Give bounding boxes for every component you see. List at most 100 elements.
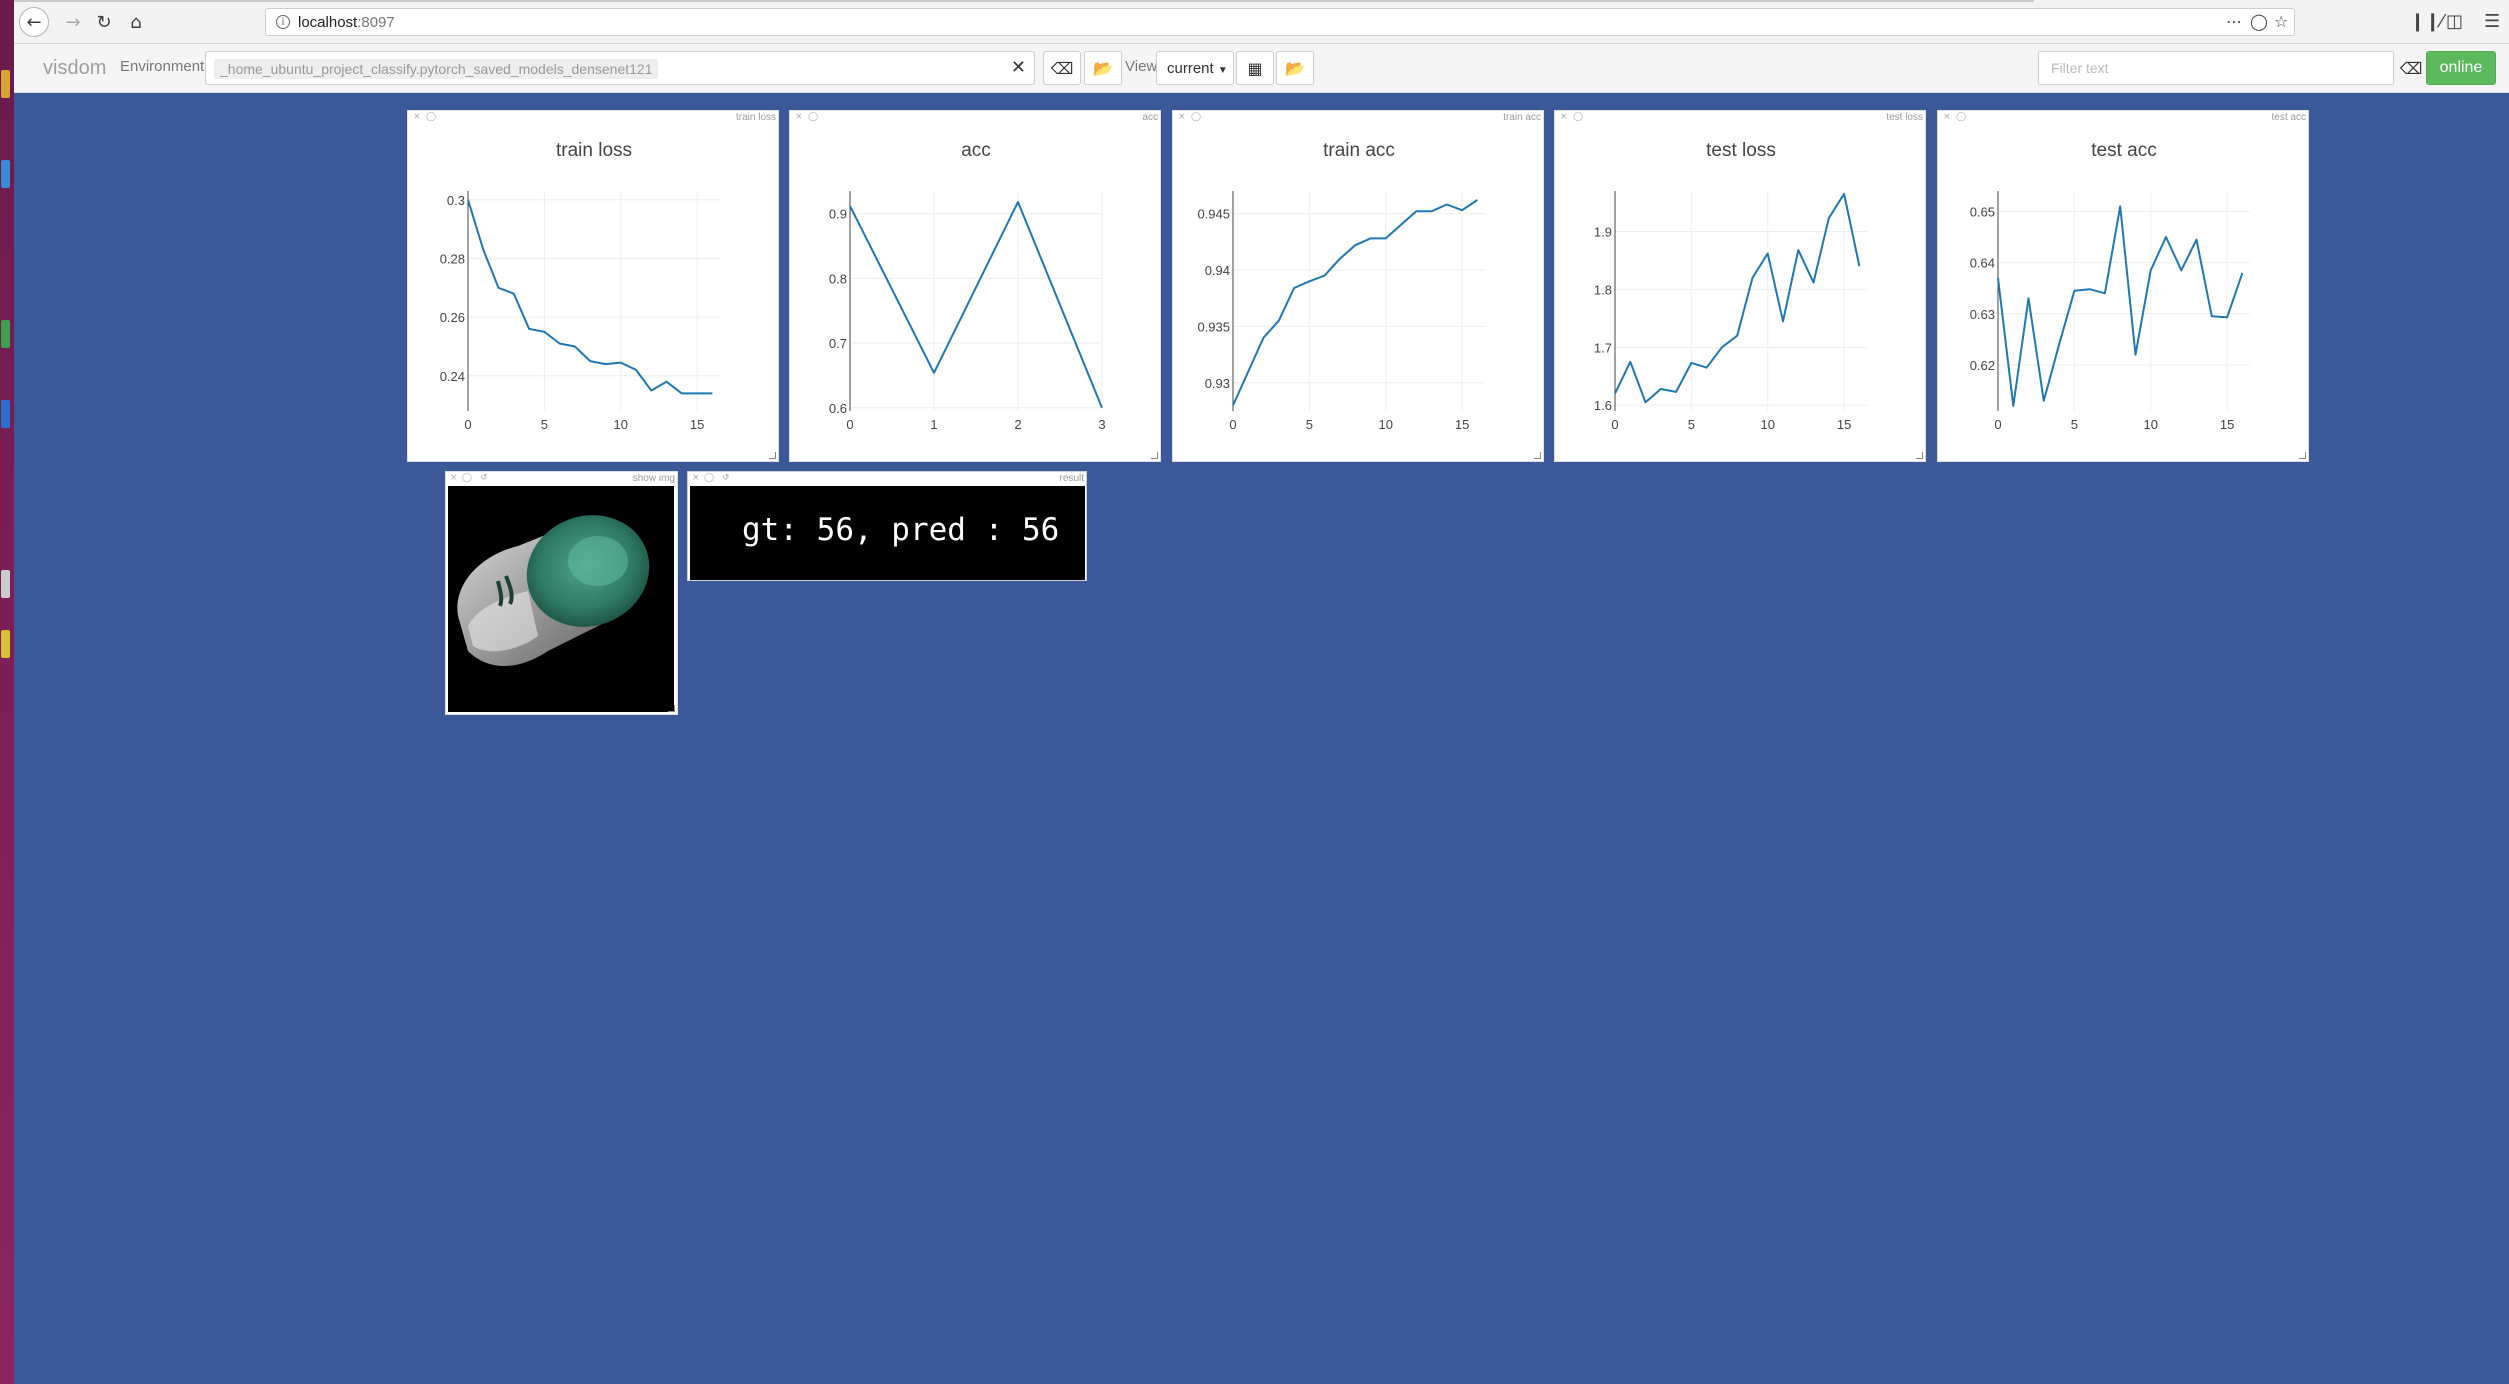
close-pane-icon[interactable]: × <box>413 112 421 122</box>
plot-test-acc[interactable]: test acc 0 5 10 15 0.62 0.63 0.64 0.65 <box>1938 111 2310 463</box>
pane-titlebar[interactable]: × ◯ acc <box>790 111 1160 125</box>
pane-name: show img <box>632 473 675 484</box>
launcher-app-icon[interactable] <box>1 160 10 188</box>
pane-show-img[interactable]: × ◯ ↺ show img <box>445 471 678 715</box>
pane-titlebar[interactable]: × ◯ test loss <box>1555 111 1925 125</box>
resize-handle-icon[interactable] <box>769 452 776 459</box>
launcher-app-icon[interactable] <box>1 570 10 598</box>
save-pane-icon[interactable]: ◯ <box>1573 112 1584 122</box>
save-pane-icon[interactable]: ◯ <box>808 112 819 122</box>
resize-handle-icon[interactable] <box>1534 452 1541 459</box>
plot-train-loss[interactable]: train loss 0 5 10 15 0.24 0.26 0.28 0.3 <box>408 111 780 463</box>
chart-title: test acc <box>2091 140 2156 161</box>
pane-titlebar[interactable]: × ◯ ↺ show img <box>446 472 677 486</box>
chart-title: test loss <box>1706 140 1776 161</box>
launcher-app-icon[interactable] <box>1 400 10 428</box>
bottle-image <box>457 515 650 666</box>
pane-test-acc[interactable]: × ◯ test acc test acc 0 5 10 15 0.62 0.63 0.64 0… <box>1937 110 2309 462</box>
close-pane-icon[interactable]: × <box>692 473 700 483</box>
plot-test-loss[interactable]: test loss 0 5 10 15 1.6 1.7 1.8 1.9 <box>1555 111 1927 463</box>
chart-title: acc <box>961 140 991 161</box>
y-tick-label: 0.63 <box>1970 307 1995 322</box>
pane-test-loss[interactable]: × ◯ test loss test loss 0 5 10 15 1.6 1.7 1.8 1.… <box>1554 110 1926 462</box>
home-icon[interactable]: ⌂ <box>130 11 142 33</box>
back-arrow-icon[interactable]: ← <box>19 7 49 37</box>
y-tick-label: 0.28 <box>440 251 465 266</box>
pane-train-acc[interactable]: × ◯ train acc train acc 0 5 10 15 0.93 0.935 0.… <box>1172 110 1544 462</box>
close-pane-icon[interactable]: × <box>795 112 803 122</box>
y-tick-label: 0.945 <box>1197 207 1230 222</box>
clear-filter-eraser-icon[interactable]: ⌫ <box>2399 58 2423 78</box>
pane-result[interactable]: × ◯ ↺ result gt: 56, pred : 56 <box>687 471 1087 581</box>
clear-environment-icon[interactable]: ✕ <box>1010 57 1026 78</box>
save-pane-icon[interactable]: ◯ <box>704 473 715 483</box>
url-text[interactable]: localhost:8097 <box>298 14 395 31</box>
browser-toolbar: ← → ↻ ⌂ i localhost:8097 ⋯ ◯ ☆ ❙❙⁄ ◫ ☰ <box>14 0 2509 44</box>
pane-titlebar[interactable]: × ◯ ↺ result <box>688 472 1086 486</box>
page-actions-icon[interactable]: ⋯ <box>2226 12 2242 31</box>
manage-env-folder-icon[interactable]: 📂 <box>1084 51 1122 85</box>
library-icon[interactable]: ❙❙⁄ <box>2410 11 2444 32</box>
sidebar-icon[interactable]: ◫ <box>2446 11 2464 32</box>
pocket-icon[interactable]: ◯ <box>2250 12 2268 31</box>
resize-handle-icon[interactable] <box>1916 452 1923 459</box>
save-pane-icon[interactable]: ◯ <box>462 473 473 483</box>
close-pane-icon[interactable]: × <box>1560 112 1568 122</box>
grid-layout-icon[interactable]: ▦ <box>1236 51 1274 85</box>
close-pane-icon[interactable]: × <box>1178 112 1186 122</box>
view-label: View <box>1125 58 1158 75</box>
resize-handle-icon[interactable] <box>2299 452 2306 459</box>
launcher-app-icon[interactable] <box>1 320 10 348</box>
close-pane-icon[interactable]: × <box>450 473 458 483</box>
environment-tag[interactable]: _home_ubuntu_project_classify.pytorch_sa… <box>214 59 659 79</box>
pane-acc[interactable]: × ◯ acc acc 0 1 2 3 0.6 0.7 0.8 0.9 <box>789 110 1161 462</box>
pane-train-loss[interactable]: × ◯ train loss train loss 0 5 10 15 0.24 0.26 0… <box>407 110 779 462</box>
x-tick-label: 5 <box>1306 417 1313 432</box>
series-line <box>467 199 713 395</box>
series-line <box>1997 205 2244 407</box>
connection-status-button[interactable]: online <box>2426 51 2496 85</box>
pane-name: train loss <box>735 112 776 123</box>
plot-train-acc[interactable]: train acc 0 5 10 15 0.93 0.935 0.94 0.945 <box>1173 111 1545 463</box>
reset-zoom-icon[interactable]: ↺ <box>722 473 730 483</box>
reload-icon[interactable]: ↻ <box>96 11 112 33</box>
view-select-value: current <box>1167 60 1214 77</box>
pane-titlebar[interactable]: × ◯ test acc <box>1938 111 2308 125</box>
y-tick-label: 0.93 <box>1205 376 1230 391</box>
close-pane-icon[interactable]: × <box>1943 112 1951 122</box>
y-tick-label: 0.6 <box>829 401 847 416</box>
x-tick-label: 5 <box>2071 417 2078 432</box>
url-bar[interactable]: i localhost:8097 ⋯ ◯ ☆ <box>265 8 2295 36</box>
menu-icon[interactable]: ☰ <box>2484 11 2501 32</box>
x-tick-label: 10 <box>1378 417 1392 432</box>
resize-handle-icon[interactable] <box>1151 452 1158 459</box>
launcher-app-icon[interactable] <box>1 630 10 658</box>
environment-select[interactable]: _home_ubuntu_project_classify.pytorch_sa… <box>205 51 1035 85</box>
save-pane-icon[interactable]: ◯ <box>1956 112 1967 122</box>
reset-zoom-icon[interactable]: ↺ <box>480 473 488 483</box>
x-tick-label: 15 <box>1455 417 1469 432</box>
x-tick-label: 15 <box>2220 417 2234 432</box>
y-tick-label: 0.94 <box>1205 263 1230 278</box>
pane-name: result <box>1059 473 1084 484</box>
y-tick-label: 1.8 <box>1594 282 1612 297</box>
pane-titlebar[interactable]: × ◯ train acc <box>1173 111 1543 125</box>
save-pane-icon[interactable]: ◯ <box>1191 112 1202 122</box>
save-pane-icon[interactable]: ◯ <box>426 112 437 122</box>
site-info-icon[interactable]: i <box>276 15 290 29</box>
clear-env-eraser-icon[interactable]: ⌫ <box>1043 51 1081 85</box>
x-tick-label: 0 <box>846 417 853 432</box>
view-select[interactable]: current ▼ <box>1156 51 1234 85</box>
y-tick-label: 0.62 <box>1970 358 1995 373</box>
filter-input[interactable] <box>2038 51 2394 85</box>
page-load-indicator <box>14 0 2034 2</box>
forward-arrow-icon[interactable]: → <box>65 11 81 33</box>
resize-handle-icon[interactable] <box>668 705 675 712</box>
pane-titlebar[interactable]: × ◯ train loss <box>408 111 778 125</box>
bookmark-star-icon[interactable]: ☆ <box>2274 12 2289 31</box>
plot-acc[interactable]: acc 0 1 2 3 0.6 0.7 0.8 0.9 <box>790 111 1162 463</box>
environment-label: Environment <box>120 58 205 75</box>
launcher-app-icon[interactable] <box>1 70 10 98</box>
visdom-brand[interactable]: visdom <box>43 57 107 79</box>
manage-views-folder-icon[interactable]: 📂 <box>1276 51 1314 85</box>
